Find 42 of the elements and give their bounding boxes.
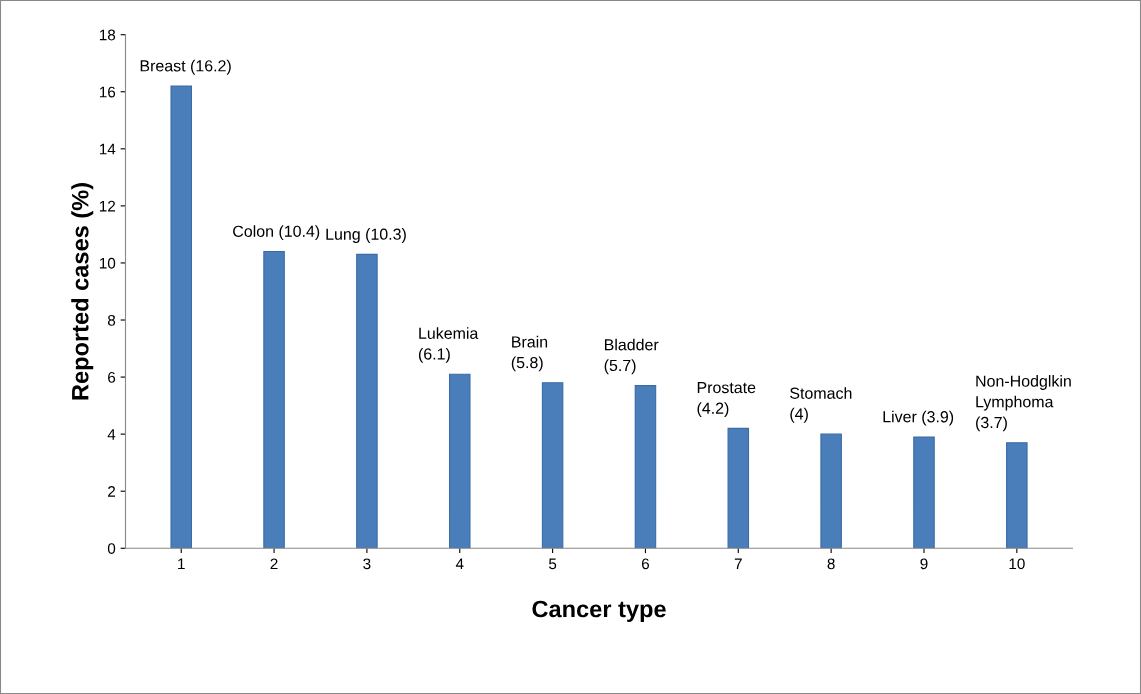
x-tick-label: 8 [827,558,835,570]
bar [263,250,285,549]
x-tick-label: 1 [178,558,185,570]
x-tick-label: 2 [270,558,278,570]
data-label: Bladder (5.7) [604,338,659,375]
y-tick-label: 8 [107,314,116,326]
bar [727,427,750,549]
data-label: Lung (10.3) [326,228,406,243]
x-tick-label: 7 [734,558,742,570]
bar [356,253,378,549]
x-tick-label: 6 [641,558,650,570]
x-tick-label: 3 [363,558,371,570]
bar [913,436,935,549]
y-tick-label: 6 [108,371,116,383]
y-tick-label: 14 [99,143,116,155]
x-tick-label: 4 [455,558,464,570]
bar [1006,442,1028,549]
y-tick-label: 0 [107,543,116,554]
y-tick-label: 4 [107,429,116,440]
y-tick-label: 16 [99,86,116,98]
data-label: Colon (10.4) [233,225,320,241]
data-label: Lukemia (6.1) [418,327,479,363]
bar [820,433,842,549]
x-axis-title: Cancer type [532,600,666,623]
y-axis-title: Reported cases (%) [71,183,94,400]
data-label: Breast (16.2) [140,59,231,75]
y-tick-label: 10 [99,257,116,269]
y-tick-label: 12 [99,200,116,212]
x-tick-label: 5 [548,558,557,570]
bar [170,85,192,549]
y-tick-label: 18 [99,29,116,41]
data-label: Brain (5.8) [511,335,548,372]
data-label: Liver (3.9) [883,410,954,426]
x-tick-label: 10 [1009,558,1025,570]
bar [448,373,471,549]
y-tick-label: 2 [108,486,116,497]
data-label: Stomach (4) [790,387,852,423]
bar [634,385,657,549]
data-label: Non-Hodglkin Lymphoma (3.7) [976,375,1071,432]
data-label: Prostate (4.2) [697,382,756,418]
x-tick-label: 9 [920,558,928,570]
bar [541,382,564,549]
